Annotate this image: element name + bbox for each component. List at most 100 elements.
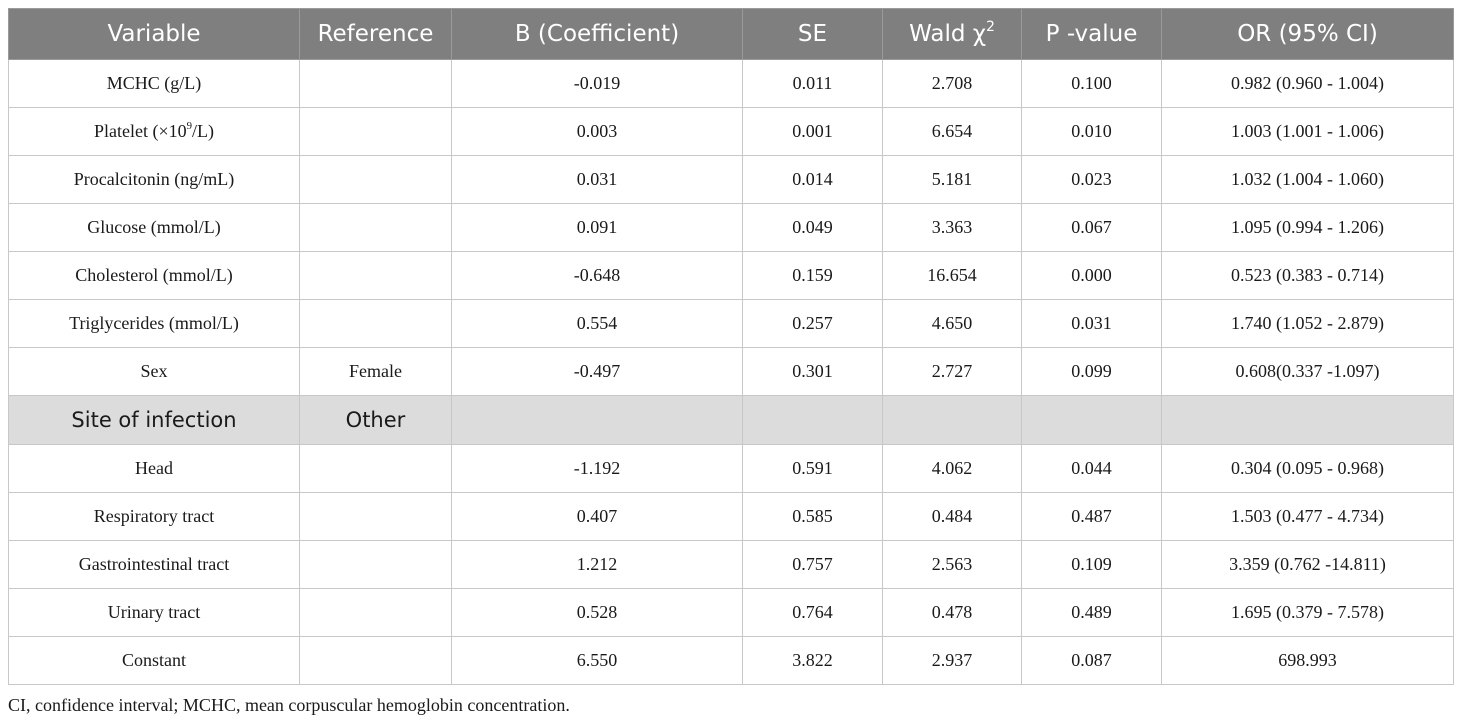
cell-coefficient: 0.528 — [451, 588, 743, 637]
cell-reference — [299, 492, 452, 541]
table-row: Gastrointestinal tract 1.212 0.757 2.563… — [8, 540, 1454, 589]
cell-variable: Cholesterol (mmol/L) — [8, 251, 300, 300]
header-row: Variable Reference B (Coefficient) SE Wa… — [8, 8, 1454, 60]
cell-variable: Gastrointestinal tract — [8, 540, 300, 589]
cell-se: 0.764 — [742, 588, 883, 637]
cell-odds-ratio: 1.032 (1.004 - 1.060) — [1161, 155, 1454, 204]
cell-reference — [299, 299, 452, 348]
cell-odds-ratio: 698.993 — [1161, 636, 1454, 685]
cell-coefficient: -0.497 — [451, 347, 743, 396]
cell-wald: 6.654 — [882, 107, 1022, 156]
cell-se: 0.257 — [742, 299, 883, 348]
cell-se — [742, 395, 883, 445]
cell-coefficient: 1.212 — [451, 540, 743, 589]
table-header: Variable Reference B (Coefficient) SE Wa… — [8, 8, 1454, 60]
cell-se: 0.591 — [742, 444, 883, 493]
header-p-value: P -value — [1021, 8, 1162, 60]
header-odds-ratio: OR (95% CI) — [1161, 8, 1454, 60]
table-row: Sex Female -0.497 0.301 2.727 0.099 0.60… — [8, 347, 1454, 396]
table-row: Head -1.192 0.591 4.062 0.044 0.304 (0.0… — [8, 444, 1454, 493]
cell-reference — [299, 636, 452, 685]
header-se: SE — [742, 8, 883, 60]
cell-coefficient: 0.091 — [451, 203, 743, 252]
cell-variable: Urinary tract — [8, 588, 300, 637]
cell-p-value: 0.031 — [1021, 299, 1162, 348]
cell-se: 0.014 — [742, 155, 883, 204]
cell-variable: Sex — [8, 347, 300, 396]
table-row: Triglycerides (mmol/L) 0.554 0.257 4.650… — [8, 299, 1454, 348]
header-wald-text: Wald χ — [909, 21, 987, 47]
cell-variable: Head — [8, 444, 300, 493]
section-row: Site of infection Other — [8, 395, 1454, 445]
cell-p-value: 0.044 — [1021, 444, 1162, 493]
cell-odds-ratio — [1161, 395, 1454, 445]
cell-coefficient: -1.192 — [451, 444, 743, 493]
cell-reference — [299, 540, 452, 589]
cell-variable: Procalcitonin (ng/mL) — [8, 155, 300, 204]
cell-p-value: 0.487 — [1021, 492, 1162, 541]
cell-odds-ratio: 1.503 (0.477 - 4.734) — [1161, 492, 1454, 541]
platelet-label-tail: /L) — [192, 121, 215, 141]
cell-coefficient: 0.554 — [451, 299, 743, 348]
table-row: Cholesterol (mmol/L) -0.648 0.159 16.654… — [8, 251, 1454, 300]
table-row: MCHC (g/L) -0.019 0.011 2.708 0.100 0.98… — [8, 59, 1454, 108]
header-variable: Variable — [8, 8, 300, 60]
cell-reference — [299, 251, 452, 300]
cell-reference — [299, 203, 452, 252]
cell-odds-ratio: 0.982 (0.960 - 1.004) — [1161, 59, 1454, 108]
cell-wald: 16.654 — [882, 251, 1022, 300]
cell-wald: 2.708 — [882, 59, 1022, 108]
cell-coefficient: 0.031 — [451, 155, 743, 204]
cell-variable: Respiratory tract — [8, 492, 300, 541]
table-row: Glucose (mmol/L) 0.091 0.049 3.363 0.067… — [8, 203, 1454, 252]
cell-wald: 4.062 — [882, 444, 1022, 493]
cell-p-value: 0.010 — [1021, 107, 1162, 156]
cell-variable: Glucose (mmol/L) — [8, 203, 300, 252]
header-wald: Wald χ2 — [882, 8, 1022, 60]
cell-odds-ratio: 1.695 (0.379 - 7.578) — [1161, 588, 1454, 637]
header-reference: Reference — [299, 8, 452, 60]
cell-p-value: 0.067 — [1021, 203, 1162, 252]
cell-wald: 3.363 — [882, 203, 1022, 252]
section-reference: Other — [299, 395, 452, 445]
cell-wald: 2.727 — [882, 347, 1022, 396]
cell-se: 0.757 — [742, 540, 883, 589]
cell-wald — [882, 395, 1022, 445]
cell-se: 3.822 — [742, 636, 883, 685]
cell-p-value — [1021, 395, 1162, 445]
platelet-label-exponent: 9 — [186, 119, 193, 132]
cell-coefficient: 0.003 — [451, 107, 743, 156]
cell-odds-ratio: 1.095 (0.994 - 1.206) — [1161, 203, 1454, 252]
section-variable: Site of infection — [8, 395, 300, 445]
cell-reference: Female — [299, 347, 452, 396]
header-wald-superscript: 2 — [986, 18, 995, 35]
cell-odds-ratio: 3.359 (0.762 -14.811) — [1161, 540, 1454, 589]
cell-p-value: 0.489 — [1021, 588, 1162, 637]
table-footnote: CI, confidence interval; MCHC, mean corp… — [8, 695, 570, 715]
cell-reference — [299, 588, 452, 637]
cell-reference — [299, 59, 452, 108]
cell-se: 0.159 — [742, 251, 883, 300]
cell-wald: 2.563 — [882, 540, 1022, 589]
cell-se: 0.049 — [742, 203, 883, 252]
cell-odds-ratio: 1.003 (1.001 - 1.006) — [1161, 107, 1454, 156]
table-row: Procalcitonin (ng/mL) 0.031 0.014 5.181 … — [8, 155, 1454, 204]
cell-wald: 0.478 — [882, 588, 1022, 637]
regression-table: Variable Reference B (Coefficient) SE Wa… — [8, 8, 1454, 685]
cell-coefficient — [451, 395, 743, 445]
cell-odds-ratio: 1.740 (1.052 - 2.879) — [1161, 299, 1454, 348]
cell-variable: MCHC (g/L) — [8, 59, 300, 108]
header-coefficient: B (Coefficient) — [451, 8, 743, 60]
cell-p-value: 0.099 — [1021, 347, 1162, 396]
cell-variable: Constant — [8, 636, 300, 685]
cell-reference — [299, 107, 452, 156]
table-row: Respiratory tract 0.407 0.585 0.484 0.48… — [8, 492, 1454, 541]
cell-p-value: 0.000 — [1021, 251, 1162, 300]
cell-coefficient: -0.019 — [451, 59, 743, 108]
table-row: Platelet (×109/L) 0.003 0.001 6.654 0.01… — [8, 107, 1454, 156]
cell-p-value: 0.087 — [1021, 636, 1162, 685]
cell-odds-ratio: 0.523 (0.383 - 0.714) — [1161, 251, 1454, 300]
cell-se: 0.011 — [742, 59, 883, 108]
cell-odds-ratio: 0.304 (0.095 - 0.968) — [1161, 444, 1454, 493]
cell-coefficient: 0.407 — [451, 492, 743, 541]
